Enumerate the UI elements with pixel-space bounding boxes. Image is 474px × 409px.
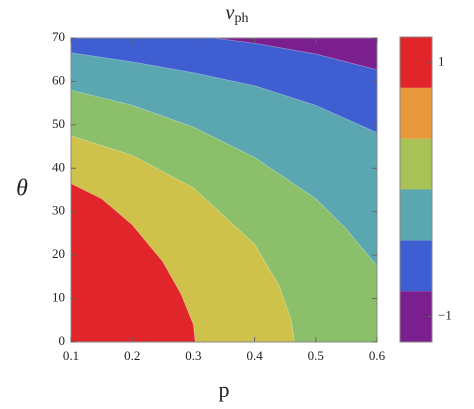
title-main: v bbox=[226, 2, 235, 24]
colorbar-band bbox=[400, 87, 432, 139]
colorbar-frame bbox=[399, 36, 433, 343]
y-tick-label: 70 bbox=[52, 29, 65, 44]
y-tick-label: 50 bbox=[52, 116, 65, 131]
contour-line bbox=[70, 135, 295, 343]
x-tick-label: 0.3 bbox=[185, 348, 201, 363]
chart-title: vph bbox=[226, 2, 249, 27]
y-tick-label: 60 bbox=[52, 72, 65, 87]
colorbar-band bbox=[400, 240, 432, 292]
y-tick-label: 0 bbox=[59, 333, 66, 348]
y-tick-label: 10 bbox=[52, 290, 65, 305]
contour-line bbox=[70, 52, 378, 134]
colorbar-band bbox=[400, 138, 432, 190]
x-tick-label: 0.4 bbox=[246, 348, 263, 363]
colorbar-tick-label: 1 bbox=[438, 53, 445, 68]
contour-region bbox=[71, 183, 196, 342]
contour-line bbox=[212, 37, 378, 71]
x-tick-label: 0.6 bbox=[369, 348, 386, 363]
title-subscript: ph bbox=[234, 11, 248, 26]
y-tick-label: 20 bbox=[52, 246, 65, 261]
plot-frame bbox=[70, 37, 378, 343]
contour-line bbox=[70, 183, 196, 343]
x-tick-label: 0.2 bbox=[124, 348, 140, 363]
x-tick-label: 0.1 bbox=[63, 348, 79, 363]
colorbar-band bbox=[400, 37, 432, 88]
colorbar-tick-label: −1 bbox=[438, 308, 452, 323]
y-tick-label: 40 bbox=[52, 159, 65, 174]
colorbar-band bbox=[400, 291, 432, 342]
contour-line bbox=[70, 89, 378, 267]
x-tick-label: 0.5 bbox=[308, 348, 324, 363]
colorbar-band bbox=[400, 189, 432, 241]
x-axis-label: p bbox=[219, 377, 230, 402]
y-tick-label: 30 bbox=[52, 203, 65, 218]
y-axis-label: θ bbox=[16, 176, 28, 202]
